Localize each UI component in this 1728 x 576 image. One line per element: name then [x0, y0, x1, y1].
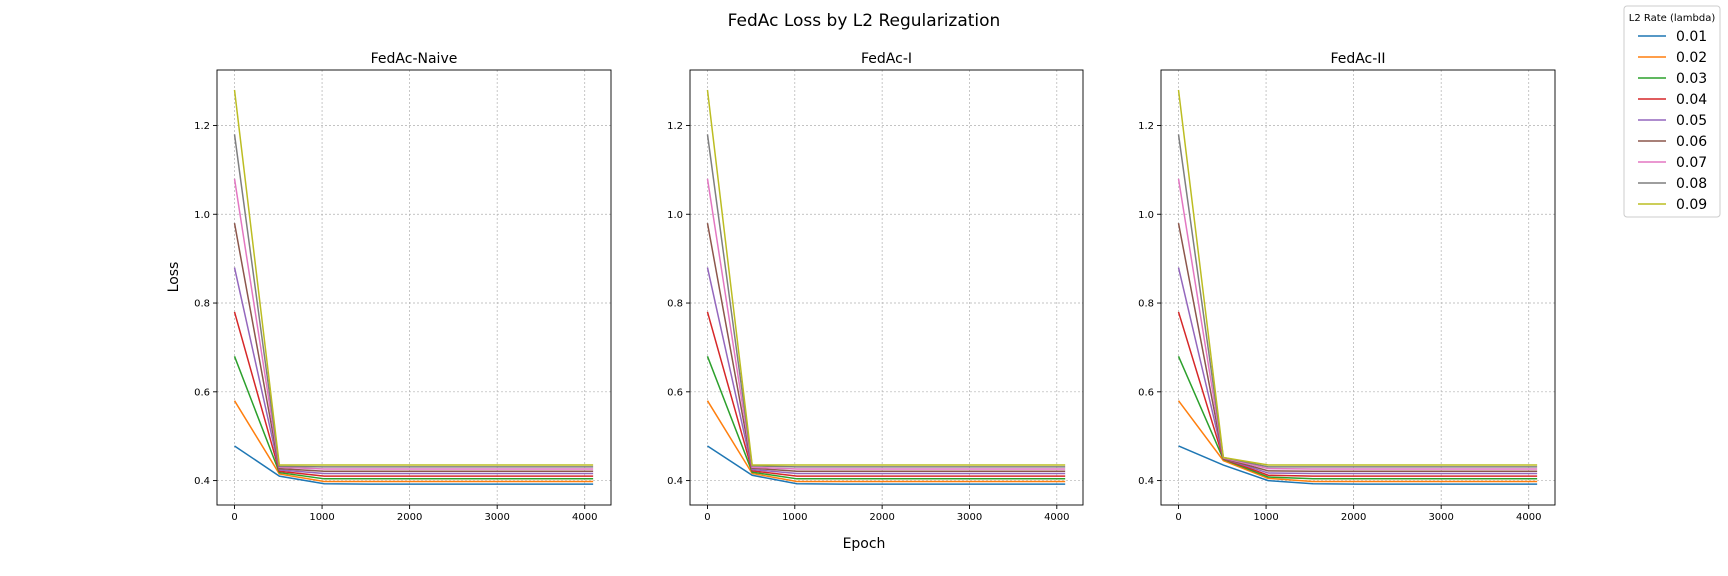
subplots: 0 1000 2000 3000 4000 0.4 0.6 0.8 1.0 1.2 FedAc-Na…	[194, 51, 1556, 523]
y-tick-label: 1.0	[194, 210, 210, 221]
series-line-0.04	[706, 311, 1066, 477]
y-tick-label: 0.8	[667, 299, 683, 310]
x-tick-label: 0	[704, 512, 710, 523]
series-line-0.01	[234, 445, 594, 485]
plot-area	[690, 70, 1083, 505]
axes-frame	[1160, 69, 1556, 506]
x-tick-label: 0	[231, 512, 237, 523]
x-tick-label: 2000	[397, 512, 422, 523]
series-line-0.07	[706, 178, 1066, 470]
axes-frame	[216, 69, 612, 506]
series-line-0.02	[1177, 400, 1538, 483]
series-line-0.06	[233, 223, 594, 473]
x-tick-label: 3000	[484, 512, 509, 523]
legend-label: 0.07	[1676, 155, 1707, 171]
x-tick-label: 1000	[1253, 512, 1278, 523]
series-line-0.09	[706, 89, 1066, 466]
x-tick-label: 4000	[1516, 512, 1541, 523]
y-tick-label: 1.2	[194, 121, 210, 132]
subplot-1: 0 1000 2000 3000 4000 0.4 0.6 0.8 1.0 1.2 FedAc-Na…	[194, 51, 612, 523]
legend-item-0.04: 0.04	[1638, 92, 1707, 108]
series-line-0.09	[233, 89, 594, 466]
series-line-0.01	[1178, 445, 1538, 485]
legend-label: 0.08	[1676, 176, 1707, 192]
plot-area	[1161, 70, 1555, 505]
series-line-0.01	[707, 445, 1066, 485]
subplot-title: FedAc-Naive	[371, 51, 458, 67]
legend-item-0.02: 0.02	[1638, 50, 1707, 66]
axes-frame	[689, 69, 1084, 506]
subplot-title: FedAc-I	[861, 51, 912, 67]
y-tick-label: 1.0	[667, 210, 683, 221]
x-tick-label: 4000	[572, 512, 597, 523]
y-tick-label: 1.0	[1138, 210, 1154, 221]
series-line-0.03	[233, 356, 594, 480]
legend-label: 0.06	[1676, 134, 1707, 150]
y-tick-label: 0.4	[194, 476, 210, 487]
y-tick-label: 1.2	[1138, 121, 1154, 132]
plot-area	[217, 70, 611, 505]
x-tick-label: 2000	[1341, 512, 1366, 523]
series-line-0.04	[233, 311, 594, 477]
x-tick-label: 3000	[957, 512, 982, 523]
legend-label: 0.02	[1676, 50, 1707, 66]
x-axis-label: Epoch	[843, 536, 886, 552]
y-tick-label: 0.6	[194, 387, 210, 398]
series-line-0.05	[233, 267, 594, 475]
legend-label: 0.03	[1676, 71, 1707, 87]
x-tick-label: 3000	[1428, 512, 1453, 523]
subplot-title: FedAc-II	[1330, 51, 1385, 67]
legend-items: 0.01 0.02 0.03 0.04 0.05 0.06 0.07 0.08 0.09	[1638, 29, 1707, 213]
series-line-0.05	[706, 267, 1066, 475]
series-line-0.07	[1177, 178, 1538, 470]
legend-item-0.08: 0.08	[1638, 176, 1707, 192]
series-line-0.09	[1177, 89, 1538, 466]
x-tick-label: 4000	[1044, 512, 1069, 523]
x-tick-label: 1000	[309, 512, 334, 523]
series-line-0.04	[1177, 311, 1538, 477]
y-tick-label: 0.4	[667, 476, 683, 487]
series-line-0.02	[233, 400, 594, 483]
subplot-2: 0 1000 2000 3000 4000 0.4 0.6 0.8 1.0 1.2 FedAc-I	[667, 51, 1084, 523]
legend-label: 0.04	[1676, 92, 1707, 108]
y-tick-label: 1.2	[667, 121, 683, 132]
legend-item-0.03: 0.03	[1638, 71, 1707, 87]
x-tick-label: 1000	[782, 512, 807, 523]
legend: L2 Rate (lambda) 0.010.020.030.040.050.0…	[1623, 5, 1721, 218]
series-line-0.07	[233, 178, 594, 470]
legend-title: L2 Rate (lambda)	[1629, 13, 1716, 24]
legend-item-0.05: 0.05	[1638, 113, 1707, 129]
y-tick-label: 0.6	[667, 387, 683, 398]
legend-label: 0.09	[1676, 197, 1707, 213]
x-tick-label: 0	[1175, 512, 1181, 523]
figure-suptitle: FedAc Loss by L2 Regularization	[728, 11, 1001, 31]
y-tick-label: 0.4	[1138, 476, 1154, 487]
legend-item-0.01: 0.01	[1638, 29, 1707, 45]
y-tick-label: 0.8	[1138, 299, 1154, 310]
subplot-3: 0 1000 2000 3000 4000 0.4 0.6 0.8 1.0 1.2 FedAc-II	[1138, 51, 1556, 523]
legend-item-0.06: 0.06	[1638, 134, 1707, 150]
y-tick-label: 0.6	[1138, 387, 1154, 398]
series-line-0.06	[706, 223, 1066, 473]
legend-item-0.09: 0.09	[1638, 197, 1707, 213]
series-line-0.03	[1177, 356, 1538, 480]
legend-label: 0.05	[1676, 113, 1707, 129]
series-line-0.08	[706, 134, 1066, 468]
series-line-0.06	[1177, 222, 1538, 473]
y-tick-label: 0.8	[194, 299, 210, 310]
series-line-0.08	[233, 134, 594, 468]
x-tick-label: 2000	[869, 512, 894, 523]
series-line-0.02	[706, 400, 1066, 483]
legend-item-0.07: 0.07	[1638, 155, 1707, 171]
series-line-0.03	[706, 356, 1066, 480]
legend-frame	[1623, 5, 1721, 218]
y-axis-label: Loss	[166, 262, 182, 293]
legend-label: 0.01	[1676, 29, 1707, 45]
